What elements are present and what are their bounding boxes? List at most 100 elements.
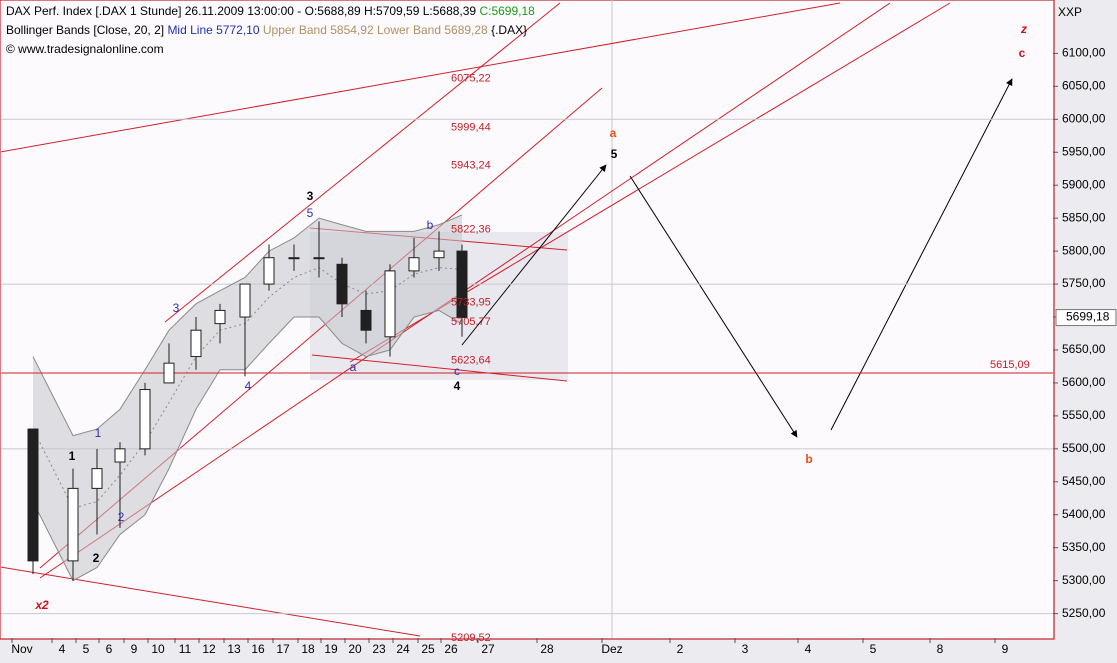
indicator-name: Bollinger Bands [Close, 20, 2] (6, 23, 164, 37)
x-tick-label: 25 (421, 642, 435, 656)
x-tick-label: 19 (324, 642, 338, 656)
indicator-header: Bollinger Bands [Close, 20, 2] Mid Line … (6, 23, 527, 37)
y-tick-label: 5600,00 (1062, 375, 1106, 389)
x-tick-label: 8 (937, 642, 944, 656)
band-upper (32, 214, 463, 437)
wave-label: c (454, 364, 460, 378)
wave-label: 5 (611, 147, 618, 161)
price-level-label: 6075,22 (451, 73, 491, 85)
plot-layer (1, 2, 1053, 637)
x-tick-label: 2 (677, 642, 684, 656)
price-level-label: 5822,36 (451, 223, 491, 235)
indicator-lower: Lower Band 5689,28 (377, 23, 488, 37)
candle-body (163, 362, 175, 384)
wave-label: 3 (173, 301, 180, 315)
wave-label: 4 (454, 379, 461, 393)
wave-label: 2 (93, 551, 100, 565)
wave-label: 1 (69, 449, 76, 463)
x-tick-label: 9 (131, 642, 138, 656)
x-tick-label: 26 (444, 642, 458, 656)
x-tick-label: 4 (59, 642, 66, 656)
y-tick-label: 5800,00 (1062, 243, 1106, 257)
band-fill (33, 214, 462, 581)
y-tick-label: 5450,00 (1062, 474, 1106, 488)
wave-label: c (1019, 46, 1026, 60)
y-tick-label: 5350,00 (1062, 540, 1106, 554)
x-tick-label: 18 (301, 642, 315, 656)
y-tick-label: 5550,00 (1062, 408, 1106, 422)
y-tick-label: 5400,00 (1062, 507, 1106, 521)
x-tick-label: 28 (540, 642, 554, 656)
candle-body (91, 468, 103, 489)
x-tick-label: 9 (1002, 642, 1009, 656)
candle-body (288, 257, 300, 260)
x-tick-label: 4 (805, 642, 812, 656)
wave-label: 3 (307, 189, 314, 203)
x-tick-label: 11 (179, 642, 192, 656)
indicator-mid: Mid Line 5772,10 (167, 23, 259, 37)
candle-body (190, 329, 202, 358)
x-tick-label: Dez (601, 642, 622, 656)
chart-title: DAX Perf. Index [.DAX 1 Stunde] 26.11.20… (6, 4, 535, 18)
last-price-tag (1055, 309, 1117, 327)
x-tick-label: 24 (396, 642, 410, 656)
wave-label: x2 (34, 598, 49, 612)
x-tick-label: 20 (348, 642, 362, 656)
y-tick-label: 6000,00 (1062, 111, 1106, 125)
y-tick-label: 6050,00 (1062, 79, 1106, 93)
price-level-label: 5999,44 (451, 122, 491, 134)
x-tick-label: 17 (276, 642, 290, 656)
wave-label: z (1020, 22, 1027, 36)
price-level-label: 5209,52 (451, 632, 491, 644)
price-level-label: 5943,24 (451, 160, 491, 172)
price-level-label: 5615,09 (990, 359, 1030, 371)
price-level-label: 5705,77 (451, 316, 491, 328)
title-close: C:5699,18 (479, 4, 535, 18)
y-tick-label: 5950,00 (1062, 144, 1106, 158)
candle-body (456, 250, 468, 319)
wave-label: b (805, 452, 812, 466)
candle-body (239, 283, 251, 318)
indicator-upper: Upper Band 5854,92 (263, 23, 374, 37)
candle-body (67, 487, 79, 562)
candle-body (336, 263, 348, 305)
axis-name: XXP (1058, 5, 1082, 19)
x-tick-label: 5 (83, 642, 90, 656)
trend-line (311, 354, 568, 382)
last-price-label: 5699,18 (1066, 310, 1110, 324)
trend-line (1, 566, 421, 637)
y-tick-label: 5250,00 (1062, 606, 1106, 620)
title-text: DAX Perf. Index [.DAX 1 Stunde] 26.11.20… (6, 4, 476, 18)
candle-body (313, 257, 325, 260)
x-tick-label: 3 (742, 642, 749, 656)
candle-body (139, 389, 151, 450)
trend-line (164, 2, 561, 323)
wave-label: 1 (95, 426, 102, 440)
candle-body (114, 448, 126, 463)
band-lower (32, 309, 463, 582)
price-level-label: 5623,64 (451, 354, 491, 366)
indicator-symbol: {.DAX} (491, 23, 527, 37)
x-tick-label: 6 (106, 642, 113, 656)
wave-label: a (610, 126, 617, 140)
x-tick-label: 23 (372, 642, 386, 656)
x-tick-label: 5 (870, 642, 877, 656)
price-level-label: 5733,95 (451, 297, 491, 309)
arrow (830, 78, 1013, 431)
trend-line (1, 2, 841, 153)
wave-label: a (350, 360, 357, 374)
x-tick-label: 16 (251, 642, 265, 656)
candle-body (360, 309, 372, 331)
x-tick-label: 27 (481, 642, 495, 656)
wave-label: 4 (245, 379, 252, 393)
x-tick-label: Nov (11, 642, 32, 656)
wave-label: b (427, 218, 434, 232)
y-tick-label: 5500,00 (1062, 441, 1106, 455)
candle-body (408, 257, 420, 272)
candle-body (384, 270, 396, 338)
y-tick-label: 6100,00 (1062, 46, 1106, 60)
x-tick-label: 12 (202, 642, 216, 656)
wave-label: 5 (307, 206, 314, 220)
